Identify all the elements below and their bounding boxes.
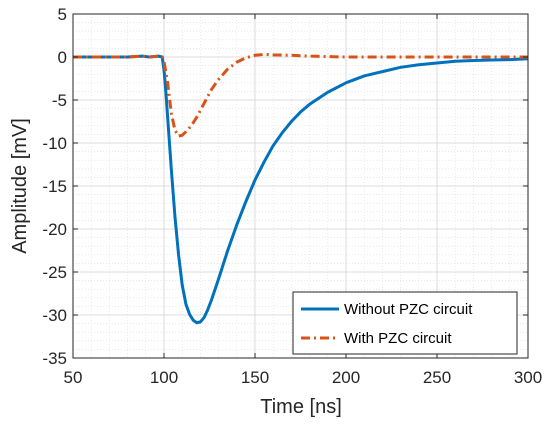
- y-tick-label--35: -35: [42, 349, 67, 368]
- y-tick-label--5: -5: [52, 91, 67, 110]
- x-axis-label: Time [ns]: [260, 396, 342, 418]
- y-tick-label--20: -20: [42, 220, 67, 239]
- x-tick-label-200: 200: [332, 368, 360, 387]
- series-line-1: [73, 52, 528, 138]
- minor-grid: [73, 14, 528, 358]
- y-axis-label: Amplitude [mV]: [9, 118, 31, 254]
- y-tick-label--10: -10: [42, 134, 67, 153]
- x-tick-label-50: 50: [64, 368, 83, 387]
- y-tick-label-0: 0: [58, 48, 67, 67]
- axes: [72, 13, 529, 359]
- x-tick-label-150: 150: [241, 368, 269, 387]
- y-tick-label-5: 5: [58, 5, 67, 24]
- y-tick-label--15: -15: [42, 177, 67, 196]
- legend-label-with-pzc: With PZC circuit: [344, 330, 452, 347]
- x-tick-label-300: 300: [514, 368, 542, 387]
- series-group: [73, 52, 529, 325]
- y-tick-label--25: -25: [42, 263, 67, 282]
- x-tick-label-100: 100: [150, 368, 178, 387]
- x-tick-label-250: 250: [423, 368, 451, 387]
- y-tick-label--30: -30: [42, 306, 67, 325]
- legend-label-without-pzc: Without PZC circuit: [344, 301, 473, 318]
- legend-box: [292, 291, 518, 355]
- legend: Without PZC circuit With PZC circuit: [292, 291, 518, 355]
